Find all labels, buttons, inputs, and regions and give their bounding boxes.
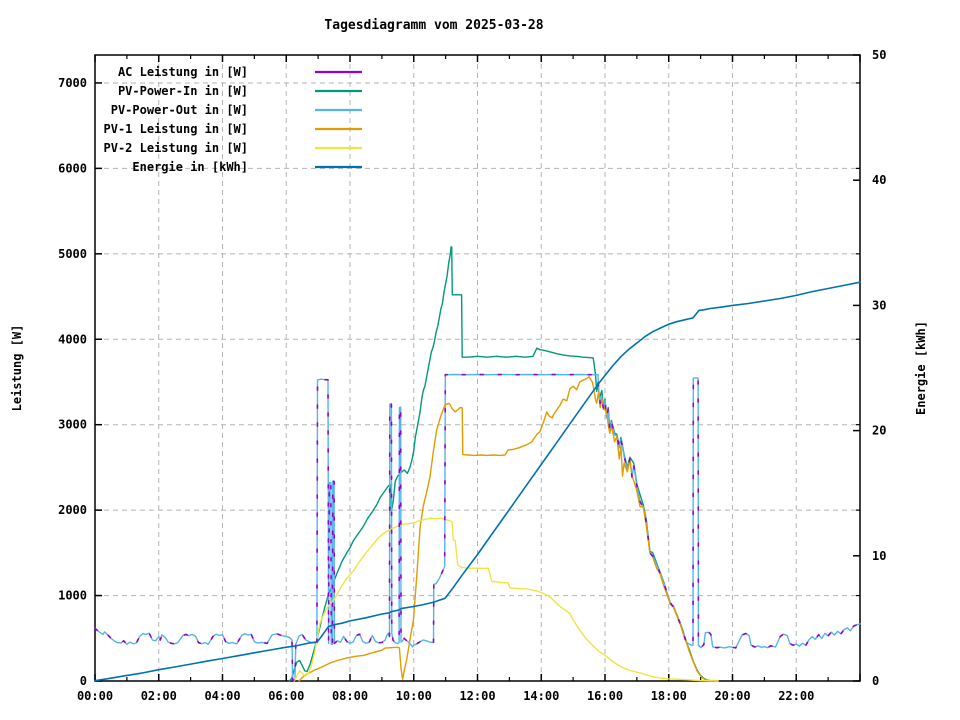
x-tick-label: 18:00 <box>651 689 687 703</box>
series-line-pv-2-leistung-in-w- <box>293 517 719 682</box>
y-tick-label: 4000 <box>58 332 87 346</box>
legend-label: AC Leistung in [W] <box>118 65 248 79</box>
y-tick-label: 5000 <box>58 247 87 261</box>
series-line-pv-1-leistung-in-w- <box>298 376 718 682</box>
x-tick-label: 20:00 <box>714 689 750 703</box>
x-tick-label: 02:00 <box>141 689 177 703</box>
y2-tick-label: 40 <box>872 173 886 187</box>
x-tick-label: 12:00 <box>459 689 495 703</box>
y2-tick-label: 20 <box>872 424 886 438</box>
x-tick-label: 06:00 <box>268 689 304 703</box>
y-tick-label: 1000 <box>58 589 87 603</box>
legend-label: PV-Power-Out in [W] <box>111 103 248 117</box>
x-tick-label: 22:00 <box>778 689 814 703</box>
x-tick-label: 00:00 <box>77 689 113 703</box>
y-tick-label: 6000 <box>58 161 87 175</box>
y-tick-label: 0 <box>80 674 87 688</box>
y-tick-label: 2000 <box>58 503 87 517</box>
legend-label: Energie in [kWh] <box>132 160 248 174</box>
legend-label: PV-2 Leistung in [W] <box>104 141 249 155</box>
series-line-energie-in-kwh- <box>94 281 861 682</box>
y-tick-label: 7000 <box>58 76 87 90</box>
x-tick-label: 08:00 <box>332 689 368 703</box>
y2-tick-label: 30 <box>872 298 886 312</box>
y2-tick-label: 10 <box>872 549 886 563</box>
x-tick-label: 10:00 <box>396 689 432 703</box>
y-tick-label: 3000 <box>58 418 87 432</box>
x-tick-label: 04:00 <box>204 689 240 703</box>
chart-title: Tagesdiagramm vom 2025-03-28 <box>324 18 544 33</box>
legend-label: PV-Power-In in [W] <box>118 84 248 98</box>
x-tick-label: 14:00 <box>523 689 559 703</box>
series-line-pv-power-in-in-w- <box>288 246 718 682</box>
x-tick-label: 16:00 <box>587 689 623 703</box>
y2-tick-label: 0 <box>872 674 879 688</box>
y2-tick-label: 50 <box>872 48 886 62</box>
legend-label: PV-1 Leistung in [W] <box>104 122 249 136</box>
